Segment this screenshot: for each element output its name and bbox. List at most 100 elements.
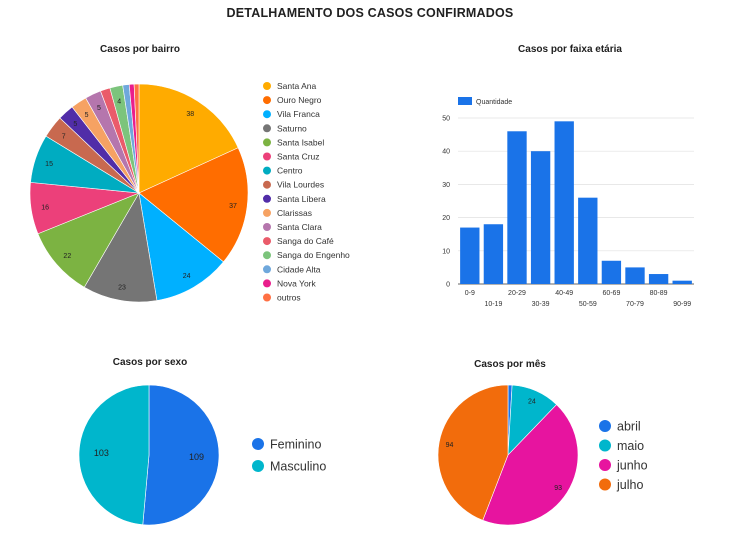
sexo-slice-masculino xyxy=(78,384,150,526)
faixa-ytick-10: 10 xyxy=(442,248,450,255)
faixa-xtick-40-49: 40-49 xyxy=(555,290,573,297)
bairro-legend-label-santa-isabel: Santa Isabel xyxy=(277,137,324,147)
bairro-legend-swatch-sanga-do-engenho xyxy=(263,251,271,260)
bairro-legend-swatch-santa-isabel xyxy=(263,138,271,147)
faixa-ytick-30: 30 xyxy=(442,182,450,189)
bairro-slice-label-vila-franca: 24 xyxy=(183,273,191,280)
sexo-legend-label-feminino: Feminino xyxy=(270,438,321,452)
faixa-xtick-90-99: 90-99 xyxy=(673,301,691,308)
bairro-chart-title: Casos por bairro xyxy=(99,44,181,55)
sexo-slice-label-masculino: 103 xyxy=(94,448,109,458)
bairro-slice-label-clarissas: 5 xyxy=(85,112,89,119)
mes-legend-label-abril: abril xyxy=(617,420,641,434)
faixa-xtick-30-39: 30-39 xyxy=(532,301,550,308)
bairro-slice-label-ouro-negro: 37 xyxy=(229,203,237,210)
bairro-legend-swatch-nova-york xyxy=(263,279,271,288)
faixa-xtick-60-69: 60-69 xyxy=(602,290,620,297)
faixa-xtick-0-9: 0-9 xyxy=(465,290,475,297)
sexo-legend-swatch-masculino xyxy=(252,460,264,472)
faixa-xtick-70-79: 70-79 xyxy=(626,301,644,308)
mes-legend-swatch-maio xyxy=(599,439,611,452)
bairro-slice-vila-franca xyxy=(138,192,224,301)
bairro-legend-label-nova-york: Nova York xyxy=(277,278,316,288)
bairro-slice-label-santa-isabel: 22 xyxy=(63,253,71,260)
bairro-legend-swatch-clarissas xyxy=(263,208,271,217)
mes-slice-junho xyxy=(482,404,579,526)
faixa-bar-0-9 xyxy=(460,227,480,284)
bairro-legend-label-sanga-do-engenho: Sanga do Engenho xyxy=(277,250,350,260)
faixa-ytick-50: 50 xyxy=(442,116,450,123)
mes-slice-julho xyxy=(437,384,509,521)
faixa-legend-label: Quantidade xyxy=(476,99,512,106)
faixa-bar-80-89 xyxy=(648,274,669,284)
bairro-legend-label-sanga-do-cafe: Sanga do Café xyxy=(277,236,334,246)
bairro-legend-label-santa-libera: Santa Líbera xyxy=(277,194,326,204)
bairro-slice-label-saturno: 23 xyxy=(118,284,126,291)
faixa-ytick-20: 20 xyxy=(442,215,450,222)
mes-slice-label-junho: 93 xyxy=(554,485,562,492)
bairro-legend-label-centro: Centro xyxy=(277,166,303,176)
faixa-legend-swatch xyxy=(458,97,472,105)
bairro-legend-swatch-saturno xyxy=(263,124,271,133)
mes-legend-swatch-julho xyxy=(599,478,611,491)
bairro-legend-swatch-santa-cruz xyxy=(263,152,271,161)
bairro-legend-swatch-centro xyxy=(263,166,271,175)
bairro-legend-label-vila-franca: Vila Franca xyxy=(277,109,320,119)
bairro-legend-label-santa-clara: Santa Clara xyxy=(277,222,322,232)
bairro-legend-label-outros: outros xyxy=(277,293,301,303)
bairro-legend-label-cidade-alta: Cidade Alta xyxy=(277,264,321,274)
faixa-bar-60-69 xyxy=(601,260,622,284)
faixa-bar-90-99 xyxy=(672,280,692,284)
bairro-legend-label-vila-lourdes: Vila Lourdes xyxy=(277,180,324,190)
bairro-slice-santa-isabel xyxy=(37,192,140,288)
bairro-legend-swatch-vila-lourdes xyxy=(263,180,271,189)
bairro-slice-label-santa-libera: 5 xyxy=(73,121,77,128)
bairro-legend-swatch-santa-libera xyxy=(263,194,271,203)
mes-legend-label-julho: julho xyxy=(616,478,643,492)
bairro-legend-swatch-santa-ana xyxy=(263,82,271,90)
mes-legend-label-junho: junho xyxy=(616,459,648,473)
mes-legend-swatch-junho xyxy=(599,459,611,471)
bairro-legend-swatch-vila-franca xyxy=(263,110,271,119)
mes-slice-label-maio: 24 xyxy=(528,399,536,406)
faixa-bar-70-79 xyxy=(625,267,645,284)
bairro-legend-swatch-santa-clara xyxy=(263,223,271,231)
faixa-bar-50-59 xyxy=(578,197,598,284)
bairro-slice-santa-ana xyxy=(138,83,239,194)
faixa-ytick-0: 0 xyxy=(446,282,450,289)
mes-legend-swatch-abril xyxy=(599,420,611,432)
faixa-ytick-40: 40 xyxy=(442,149,450,156)
bairro-legend-swatch-cidade-alta xyxy=(263,265,271,274)
mes-chart-title: Casos por mês xyxy=(474,359,546,370)
faixa-bar-20-29 xyxy=(507,131,527,284)
faixa-xtick-50-59: 50-59 xyxy=(579,301,597,308)
bairro-slice-label-vila-lourdes: 7 xyxy=(62,133,66,140)
faixa-chart-title: Casos por faixa etária xyxy=(518,44,622,55)
bairro-legend-swatch-outros xyxy=(263,293,271,302)
bairro-slice-ouro-negro xyxy=(138,147,249,263)
bairro-slice-label-santa-clara: 5 xyxy=(97,105,101,112)
bairro-legend-label-santa-cruz: Santa Cruz xyxy=(277,152,320,162)
faixa-xtick-20-29: 20-29 xyxy=(508,290,526,297)
bairro-slice-saturno xyxy=(83,192,158,303)
bairro-legend-label-santa-ana: Santa Ana xyxy=(277,81,317,91)
bairro-legend-swatch-sanga-do-cafe xyxy=(263,237,271,246)
sexo-slice-label-feminino: 109 xyxy=(189,452,204,462)
mes-slice-label-julho: 94 xyxy=(446,442,454,449)
page-title: DETALHAMENTO DOS CASOS CONFIRMADOS xyxy=(226,6,514,20)
faixa-bar-30-39 xyxy=(530,151,551,284)
faixa-xtick-10-19: 10-19 xyxy=(484,301,502,308)
sexo-legend-swatch-feminino xyxy=(252,438,264,450)
bairro-legend-label-ouro-negro: Ouro Negro xyxy=(277,95,322,105)
bairro-slice-label-santa-cruz: 16 xyxy=(41,204,49,211)
sexo-chart-title: Casos por sexo xyxy=(112,357,188,368)
faixa-bar-10-19 xyxy=(483,224,504,284)
bairro-slice-label-santa-ana: 38 xyxy=(186,111,194,118)
bairro-slice-label-sanga-do-engenho: 4 xyxy=(117,98,121,105)
bairro-legend-label-saturno: Saturno xyxy=(277,123,307,133)
mes-legend-label-maio: maio xyxy=(617,439,644,453)
